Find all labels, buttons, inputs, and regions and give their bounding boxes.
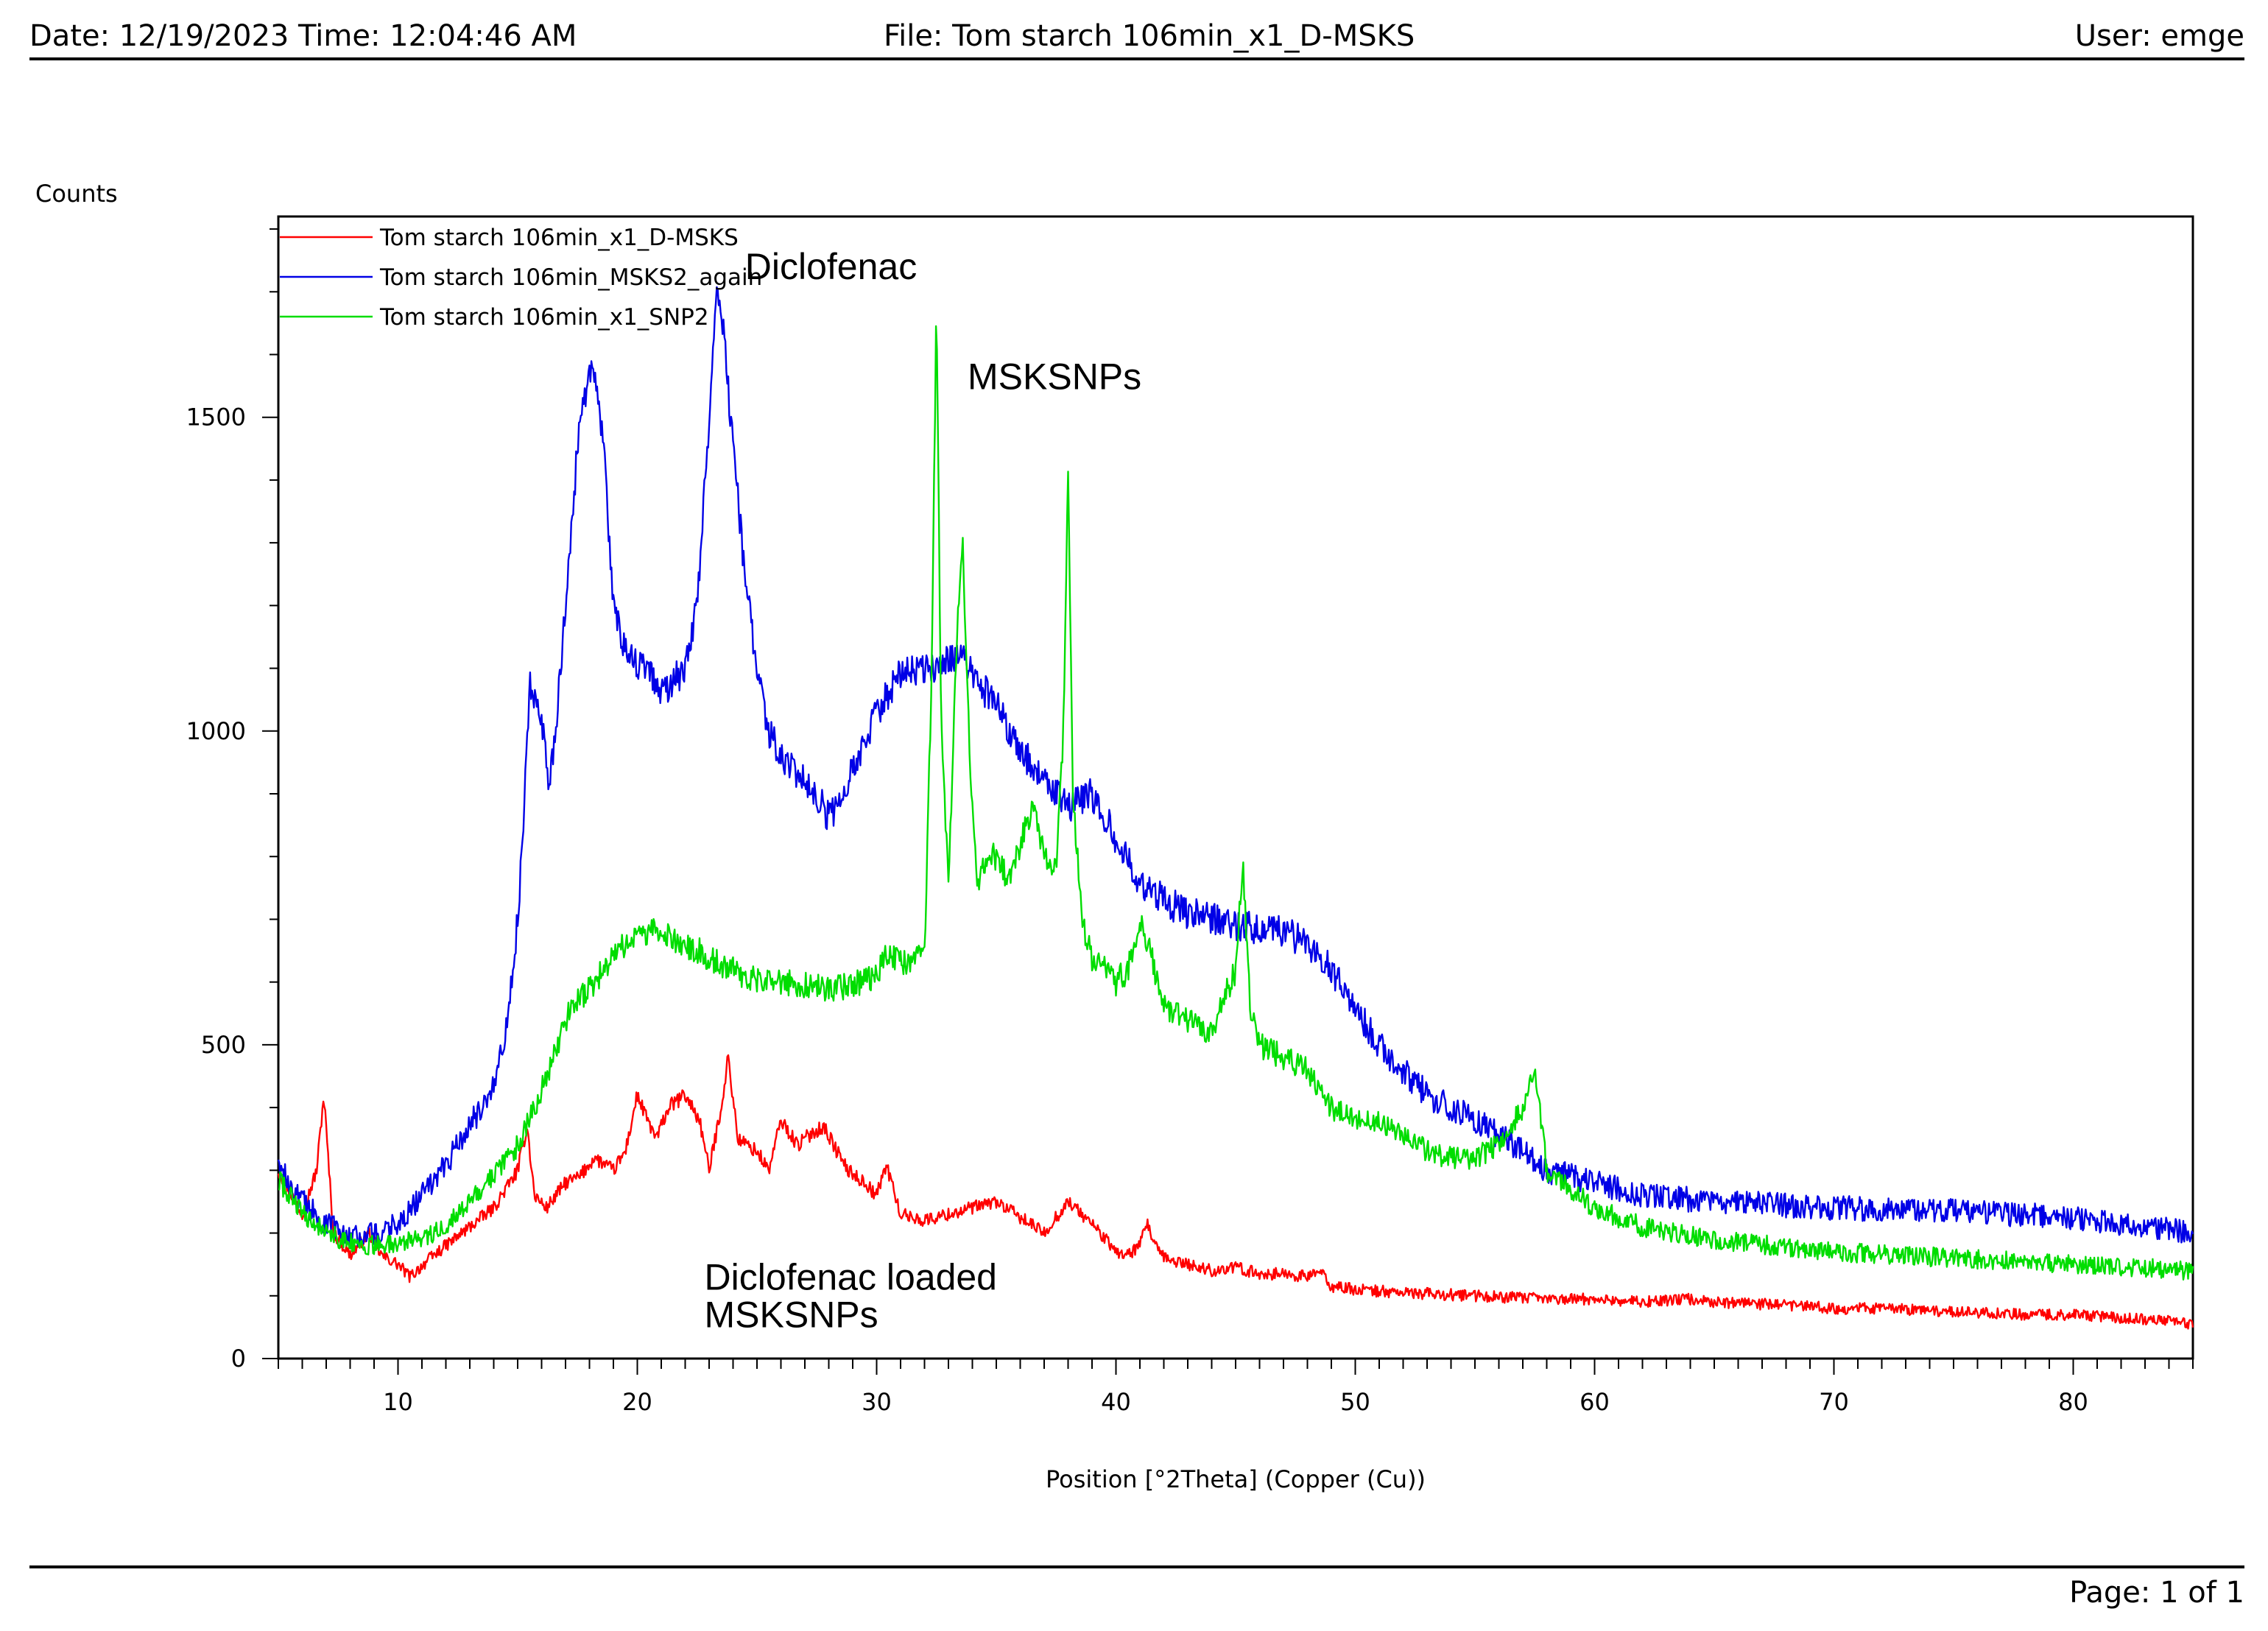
legend-entry-label: Tom starch 106min_x1_SNP2: [379, 304, 709, 331]
series-layer: [277, 286, 2194, 1330]
legend: Tom starch 106min_x1_D-MSKS Tom starch 10…: [280, 225, 762, 331]
chart-annotation: MSKSNPs: [705, 1294, 878, 1335]
header-user: User: emge: [2074, 19, 2244, 53]
x-tick-label: 70: [1819, 1388, 1849, 1416]
legend-entry-label: Tom starch 106min_MSKS2_again: [379, 264, 762, 291]
y-axis-label: Counts: [35, 180, 118, 208]
chart-annotation: Diclofenac loaded: [705, 1256, 998, 1297]
x-tick-label: 80: [2058, 1388, 2088, 1416]
y-tick-label: 500: [201, 1031, 246, 1059]
x-tick-label: 60: [1580, 1388, 1610, 1416]
header-file-name: File: Tom starch 106min_x1_D-MSKS: [884, 19, 1415, 53]
series-line-2: [277, 286, 2194, 1247]
x-tick-label: 20: [622, 1388, 652, 1416]
x-tick-label: 30: [862, 1388, 892, 1416]
chart-annotation: Diclofenac: [745, 246, 917, 287]
x-axis-label: Position [°2Theta] (Copper (Cu)): [1046, 1465, 1426, 1493]
x-tick-label: 40: [1101, 1388, 1131, 1416]
series-line-3: [278, 325, 2194, 1281]
legend-entry-label: Tom starch 106min_x1_D-MSKS: [379, 225, 739, 251]
chart-annotation: MSKSNPs: [968, 356, 1141, 397]
y-tick-label: 1500: [186, 404, 246, 431]
footer-page-number: Page: 1 of 1: [2069, 1576, 2244, 1610]
series-line-1: [277, 1054, 2194, 1330]
y-tick-label: 0: [231, 1345, 246, 1373]
x-tick-label: 10: [383, 1388, 413, 1416]
footer-divider: [29, 1565, 2244, 1568]
y-tick-label: 1000: [186, 717, 246, 745]
page-header: Date: 12/19/2023 Time: 12:04:46 AM File:…: [29, 16, 2244, 60]
axis-ticks: 10 20 30 40 50 60 70 80 0 500 1000 1500: [186, 228, 2194, 1416]
header-date-time: Date: 12/19/2023 Time: 12:04:46 AM: [29, 19, 577, 53]
x-tick-label: 50: [1340, 1388, 1370, 1416]
